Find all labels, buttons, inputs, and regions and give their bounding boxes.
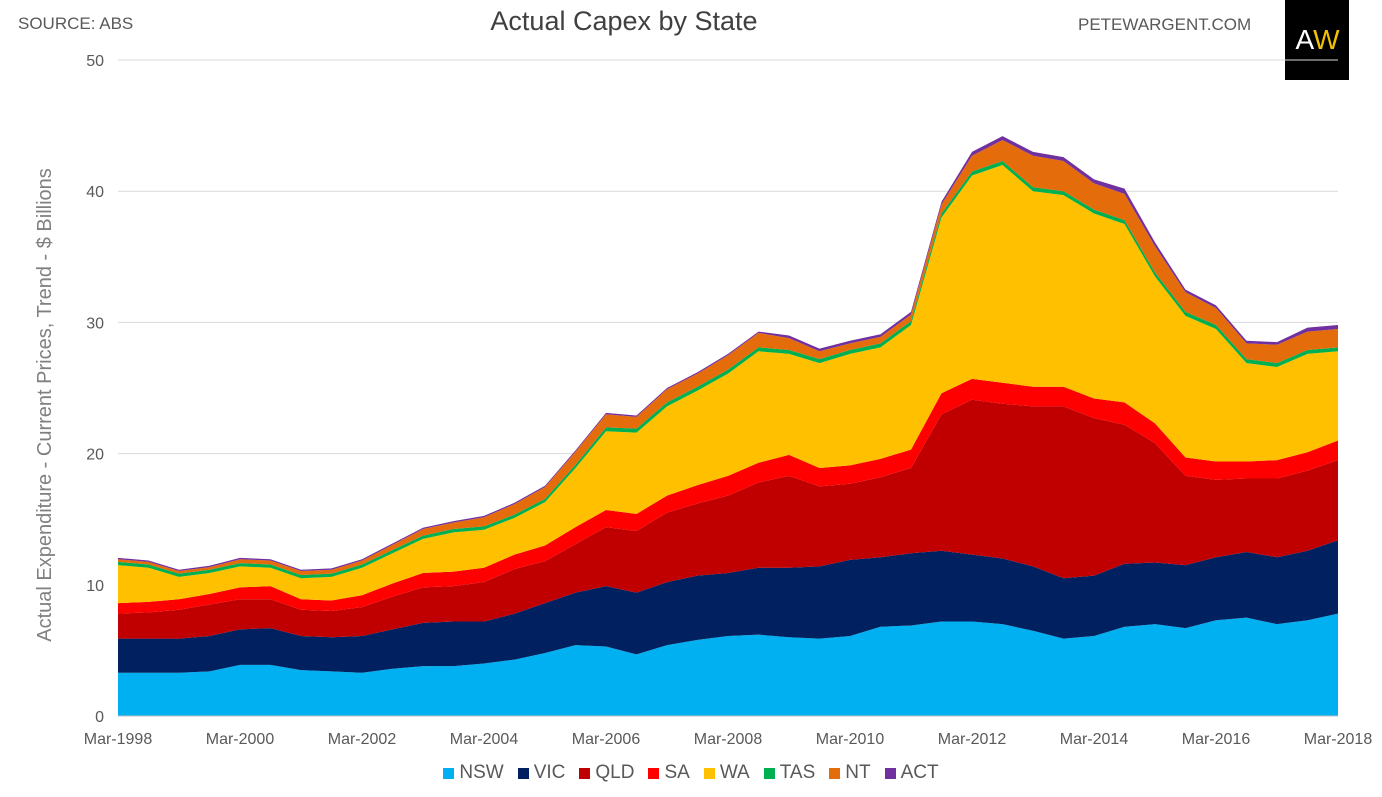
legend-item-vic: VIC [517, 762, 566, 784]
logo-letter-a: A [1295, 24, 1314, 55]
x-tick-label: Mar-1998 [84, 731, 153, 748]
legend-label: TAS [779, 762, 816, 783]
y-tick-label: 10 [86, 578, 104, 595]
legend-label: NSW [459, 762, 504, 783]
legend-item-act: ACT [884, 762, 939, 784]
legend-swatch [648, 767, 660, 779]
series-area-sa [118, 378, 1338, 614]
legend-swatch [703, 767, 715, 779]
legend-label: QLD [595, 762, 635, 783]
series-area-tas [118, 161, 1338, 579]
legend-swatch [517, 767, 529, 779]
y-tick-label: 40 [86, 184, 104, 201]
source-label: SOURCE: ABS [18, 14, 134, 33]
legend-swatch [763, 767, 775, 779]
y-tick-label: 20 [86, 447, 104, 464]
legend-swatch [884, 767, 896, 779]
site-label: PETEWARGENT.COM [1078, 15, 1252, 34]
x-tick-label: Mar-2010 [816, 731, 885, 748]
x-tick-label: Mar-2006 [572, 731, 641, 748]
chart-legend: NSW VIC QLD SA WA TAS NT ACT [0, 762, 1382, 784]
x-tick-label: Mar-2012 [938, 731, 1007, 748]
y-tick-label: 50 [86, 53, 104, 70]
legend-label: VIC [533, 762, 566, 783]
series-area-wa [118, 164, 1338, 604]
series-area-nt [118, 140, 1338, 575]
x-tick-label: Mar-2014 [1060, 731, 1129, 748]
legend-swatch [579, 767, 591, 779]
y-tick-label: 0 [95, 709, 104, 726]
legend-item-nsw: NSW [443, 762, 504, 784]
legend-label: SA [664, 762, 690, 783]
legend-label: ACT [900, 762, 939, 783]
legend-item-nt: NT [829, 762, 871, 784]
y-tick-label: 30 [86, 315, 104, 332]
x-tick-label: Mar-2000 [206, 731, 275, 748]
series-area-nsw [118, 613, 1338, 716]
legend-label: NT [845, 762, 871, 783]
series-area-qld [118, 399, 1338, 639]
legend-item-wa: WA [703, 762, 750, 784]
x-tick-label: Mar-2002 [328, 731, 397, 748]
x-tick-label: Mar-2016 [1182, 731, 1251, 748]
chart-title: Actual Capex by State [490, 6, 758, 36]
series-area-vic [118, 540, 1338, 673]
x-tick-label: Mar-2008 [694, 731, 763, 748]
y-axis-title: Actual Expenditure - Current Prices, Tre… [34, 168, 56, 642]
legend-label: WA [719, 762, 750, 783]
logo-letter-w: W [1313, 24, 1339, 55]
legend-item-sa: SA [648, 762, 690, 784]
x-tick-label: Mar-2018 [1304, 731, 1373, 748]
legend-item-tas: TAS [763, 762, 816, 784]
legend-item-qld: QLD [579, 762, 634, 784]
legend-swatch [443, 767, 455, 779]
legend-swatch [829, 767, 841, 779]
x-tick-label: Mar-2004 [450, 731, 519, 748]
